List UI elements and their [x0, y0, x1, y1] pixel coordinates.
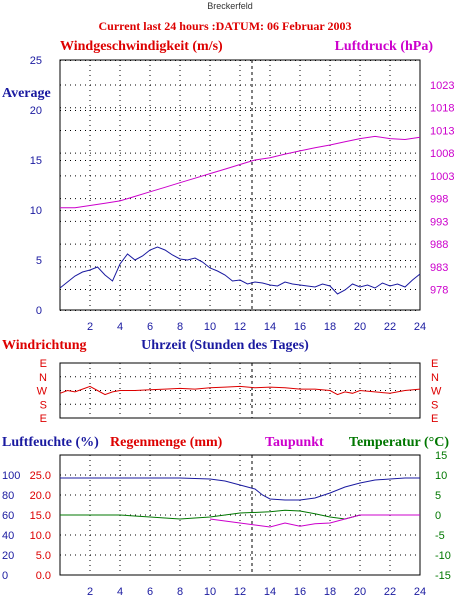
- humidity-line: [60, 477, 420, 501]
- rain-tick-label: 15.0: [30, 510, 51, 522]
- hour-tick-label: 18: [324, 586, 336, 598]
- average-label: Average: [2, 86, 51, 101]
- hour-tick-label: 22: [384, 586, 396, 598]
- hour-tick-label: 4: [117, 586, 123, 598]
- hour-tick-label: 2: [87, 321, 93, 333]
- rain-tick-label: 20.0: [30, 490, 51, 502]
- hour-tick-label: 6: [147, 321, 153, 333]
- humidity-tick-label: 100: [2, 470, 20, 482]
- chart-header: Current last 24 hours :DATUM: 06 Februar…: [99, 19, 352, 33]
- hour-tick-label: 20: [354, 321, 366, 333]
- wind-direction-line: [59, 385, 421, 396]
- pressure-tick-label: 1023: [430, 80, 454, 92]
- temperature-tick-label: 10: [435, 470, 447, 482]
- direction-label-left: W: [37, 386, 48, 398]
- direction-label-right: E: [431, 413, 438, 425]
- direction-label-left: E: [40, 358, 47, 370]
- temperature-tick-label: -15: [435, 570, 451, 582]
- humidity-tick-label: 40: [2, 530, 14, 542]
- site-name: Breckerfeld: [207, 1, 253, 11]
- direction-label-right: E: [431, 358, 438, 370]
- hour-tick-label: 12: [234, 586, 246, 598]
- temperature-tick-label: 15: [435, 450, 447, 462]
- pressure-tick-label: 1003: [430, 171, 454, 183]
- pressure-tick-label: 998: [430, 194, 448, 206]
- humidity-tick-label: 80: [2, 490, 14, 502]
- pressure-tick-label: 1018: [430, 103, 454, 115]
- direction-label-left: E: [40, 413, 47, 425]
- temperature-tick-label: 5: [435, 490, 441, 502]
- temperature-tick-label: -5: [435, 530, 445, 542]
- hour-tick-label: 8: [177, 586, 183, 598]
- wind-speed-tick-label: 10: [30, 205, 42, 217]
- hour-tick-label: 24: [414, 321, 426, 333]
- direction-label-right: S: [431, 399, 438, 411]
- direction-label-left: N: [39, 372, 47, 384]
- rain-tick-label: 0.0: [36, 570, 51, 582]
- pressure-axis-label: Luftdruck (hPa): [335, 39, 434, 54]
- hour-tick-label: 20: [354, 586, 366, 598]
- humidity-axis-label: Luftfeuchte (%): [2, 435, 99, 450]
- hour-tick-label: 10: [204, 321, 216, 333]
- wind-direction-label: Windrichtung: [2, 338, 87, 353]
- wind-speed-tick-label: 0: [36, 305, 42, 317]
- hour-tick-label: 4: [117, 321, 123, 333]
- time-axis-label: Uhrzeit (Stunden des Tages): [141, 338, 309, 353]
- hour-tick-label: 10: [204, 586, 216, 598]
- wind-speed-tick-label: 20: [30, 105, 42, 117]
- hour-tick-label: 18: [324, 321, 336, 333]
- dewpoint-axis-label: Taupunkt: [265, 435, 324, 450]
- hour-tick-label: 16: [294, 321, 306, 333]
- hour-tick-label: 22: [384, 321, 396, 333]
- temperature-tick-label: -10: [435, 550, 451, 562]
- pressure-tick-label: 978: [430, 285, 448, 297]
- direction-label-right: N: [431, 372, 439, 384]
- hour-tick-label: 24: [414, 586, 426, 598]
- dewpoint-line: [209, 514, 420, 528]
- pressure-tick-label: 1008: [430, 148, 454, 160]
- wind-speed-line: [59, 246, 421, 295]
- wind-speed-axis-label: Windgeschwindigkeit (m/s): [60, 39, 223, 54]
- hour-tick-label: 12: [234, 321, 246, 333]
- pressure-line: [60, 135, 421, 209]
- temperature-tick-label: 0: [435, 510, 441, 522]
- rain-tick-label: 10.0: [30, 530, 51, 542]
- wind-speed-pressure-panel: 0510152025978983988993998100310081013101…: [2, 39, 454, 333]
- pressure-tick-label: 988: [430, 239, 448, 251]
- humidity-temperature-panel: -15 -10 -5 0 5 10 15 0 0.0 20 5.0 40 10.0 60 15.0 80 20.…: [2, 435, 451, 598]
- hour-tick-label: 16: [294, 586, 306, 598]
- rain-axis-label: Regenmenge (mm): [110, 435, 223, 450]
- pressure-tick-label: 983: [430, 262, 448, 274]
- pressure-tick-label: 1013: [430, 125, 454, 137]
- hour-tick-label: 2: [87, 586, 93, 598]
- wind-speed-tick-label: 5: [36, 255, 42, 267]
- pressure-tick-label: 993: [430, 216, 448, 228]
- humidity-tick-label: 20: [2, 550, 14, 562]
- hour-tick-label: 6: [147, 586, 153, 598]
- wind-speed-tick-label: 25: [30, 55, 42, 67]
- humidity-tick-label: 60: [2, 510, 14, 522]
- direction-label-right: W: [431, 386, 442, 398]
- rain-tick-label: 25.0: [30, 470, 51, 482]
- temperature-axis-label: Temperatur (°C): [349, 435, 449, 450]
- wind-speed-tick-label: 15: [30, 155, 42, 167]
- rain-tick-label: 5.0: [36, 550, 51, 562]
- hour-tick-label: 8: [177, 321, 183, 333]
- direction-label-left: S: [40, 399, 47, 411]
- hour-tick-label: 14: [264, 586, 276, 598]
- hour-tick-label: 14: [264, 321, 276, 333]
- humidity-tick-label: 0: [2, 570, 8, 582]
